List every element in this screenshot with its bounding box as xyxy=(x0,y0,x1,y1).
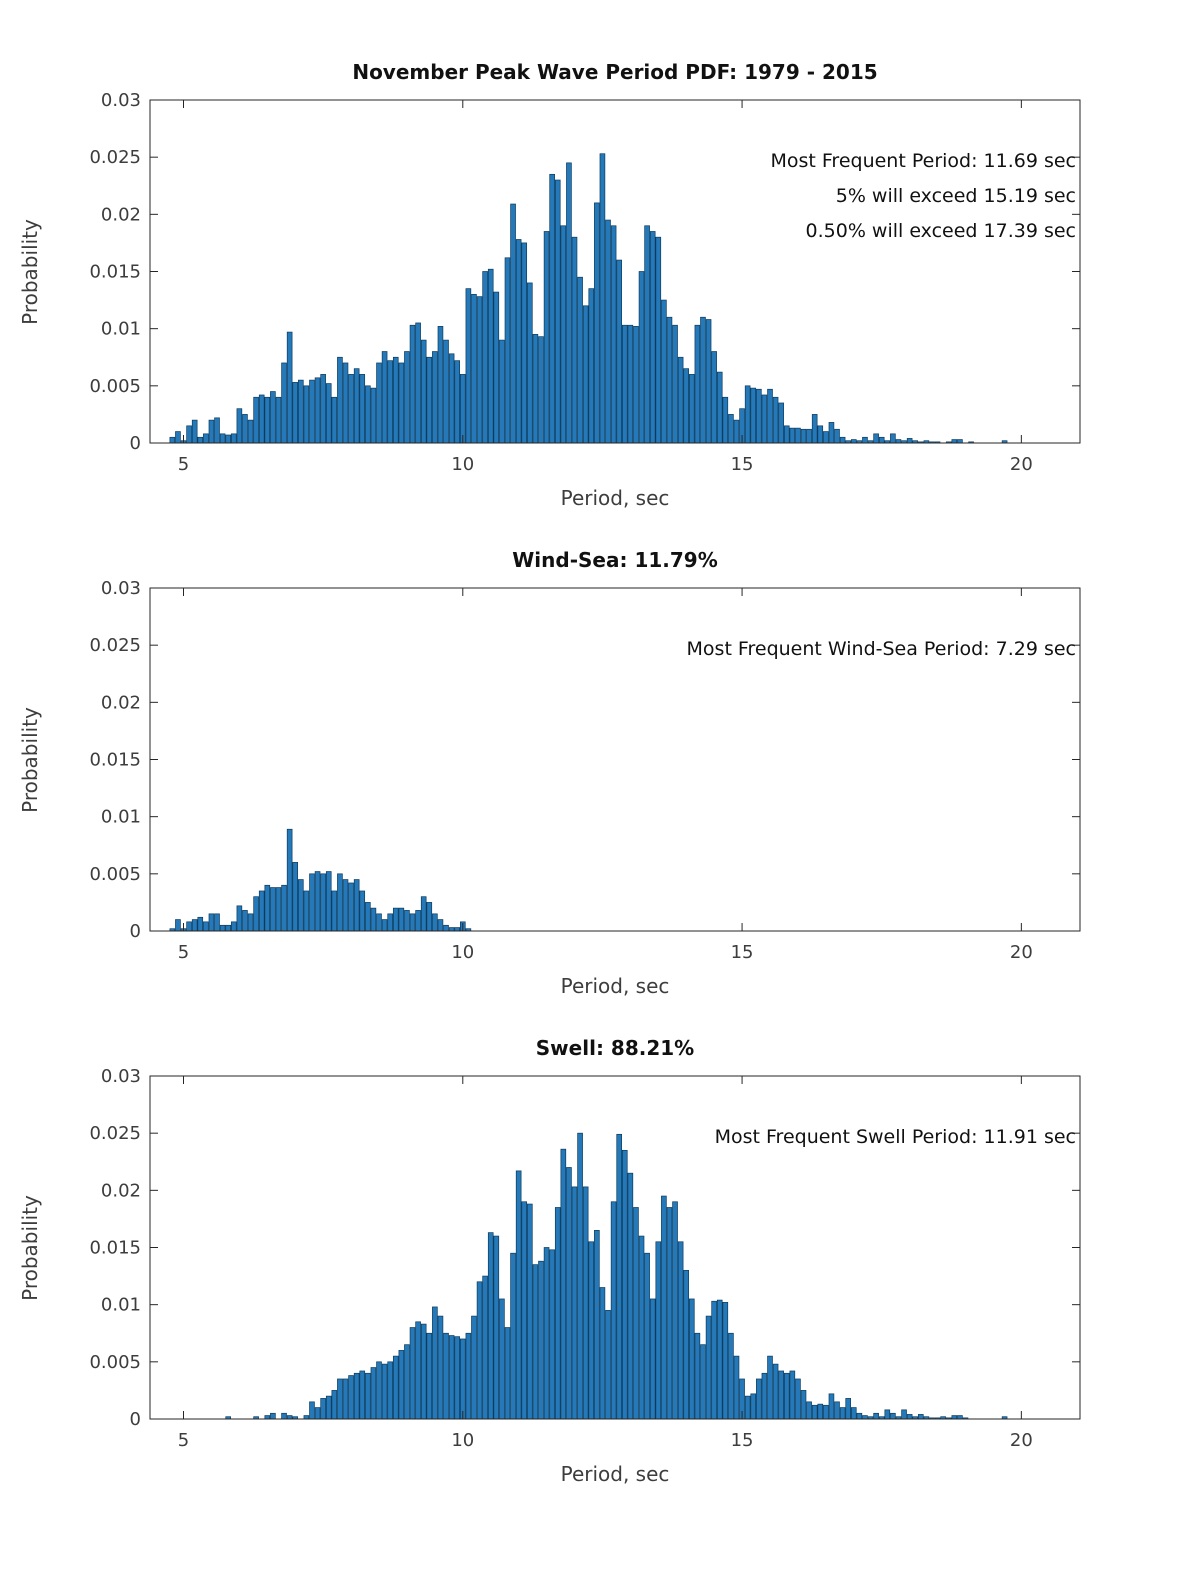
svg-text:0.03: 0.03 xyxy=(101,92,141,111)
svg-text:5: 5 xyxy=(178,1430,189,1451)
plot-row: Probability 5 10 15 20 0 0.005 0.01 0.015 0.02 0.… xyxy=(0,1068,1200,1460)
svg-text:20: 20 xyxy=(1010,942,1033,963)
svg-text:5: 5 xyxy=(178,454,189,475)
chart-title-windsea: Wind-Sea: 11.79% xyxy=(512,548,718,572)
svg-text:0.015: 0.015 xyxy=(89,1238,141,1259)
svg-text:15: 15 xyxy=(731,942,754,963)
svg-text:0.025: 0.025 xyxy=(89,147,141,168)
y-axis-label-wrap: Probability xyxy=(0,1068,60,1460)
svg-text:20: 20 xyxy=(1010,454,1033,475)
svg-text:0.02: 0.02 xyxy=(101,692,141,713)
svg-text:0.01: 0.01 xyxy=(101,319,141,340)
histogram-plot-swell: 5 10 15 20 0 0.005 0.01 0.015 0.02 0.025 0.03 xyxy=(89,1068,1081,1451)
figure: November Peak Wave Period PDF: 1979 - 20… xyxy=(0,60,1200,1488)
svg-text:0.02: 0.02 xyxy=(101,204,141,225)
y-axis-label: Probability xyxy=(18,1195,42,1302)
svg-text:10: 10 xyxy=(451,942,474,963)
chart-section-swell: Swell: 88.21% Probability 5 10 15 20 0 0.005 0… xyxy=(0,1036,1200,1488)
svg-text:10: 10 xyxy=(451,1430,474,1451)
svg-text:0.005: 0.005 xyxy=(89,376,141,397)
svg-text:15: 15 xyxy=(731,1430,754,1451)
svg-text:20: 20 xyxy=(1010,1430,1033,1451)
svg-text:15: 15 xyxy=(731,454,754,475)
svg-text:0.015: 0.015 xyxy=(89,750,141,771)
plot-row: Probability 5 10 15 20 0 0.005 0.01 0.015 0.02 0.… xyxy=(0,580,1200,972)
svg-text:0.005: 0.005 xyxy=(89,864,141,885)
svg-text:0.01: 0.01 xyxy=(101,807,141,828)
chart-title-swell: Swell: 88.21% xyxy=(535,1036,695,1060)
svg-text:0: 0 xyxy=(130,921,141,942)
chart-section-total: November Peak Wave Period PDF: 1979 - 20… xyxy=(0,60,1200,512)
chart-section-windsea: Wind-Sea: 11.79% Probability 5 10 15 20 0 0.0… xyxy=(0,548,1200,1000)
y-axis-label-wrap: Probability xyxy=(0,580,60,972)
svg-text:0: 0 xyxy=(130,433,141,454)
svg-text:0.005: 0.005 xyxy=(89,1352,141,1373)
x-axis-label: Period, sec xyxy=(560,1462,670,1486)
y-axis-label: Probability xyxy=(18,707,42,814)
histogram-plot-total: 5 10 15 20 0 0.005 0.01 0.015 0.02 0.025 0.03 xyxy=(89,92,1081,475)
histogram-plot-windsea: 5 10 15 20 0 0.005 0.01 0.015 0.02 0.025 0.03 xyxy=(89,580,1081,963)
svg-text:0.015: 0.015 xyxy=(89,262,141,283)
svg-text:0.03: 0.03 xyxy=(101,1068,141,1087)
y-axis-label-wrap: Probability xyxy=(0,92,60,484)
svg-text:0.03: 0.03 xyxy=(101,580,141,599)
svg-text:0.025: 0.025 xyxy=(89,635,141,656)
svg-text:0.025: 0.025 xyxy=(89,1123,141,1144)
svg-text:0: 0 xyxy=(130,1409,141,1430)
y-axis-label: Probability xyxy=(18,219,42,326)
x-axis-label: Period, sec xyxy=(560,974,670,998)
svg-text:10: 10 xyxy=(451,454,474,475)
plot-row: Probability 5 10 15 20 0 0.005 0.01 0.015 0.02 0.… xyxy=(0,92,1200,484)
chart-title-total: November Peak Wave Period PDF: 1979 - 20… xyxy=(352,60,878,84)
svg-text:0.02: 0.02 xyxy=(101,1180,141,1201)
x-axis-label: Period, sec xyxy=(560,486,670,510)
svg-text:0.01: 0.01 xyxy=(101,1295,141,1316)
svg-text:5: 5 xyxy=(178,942,189,963)
